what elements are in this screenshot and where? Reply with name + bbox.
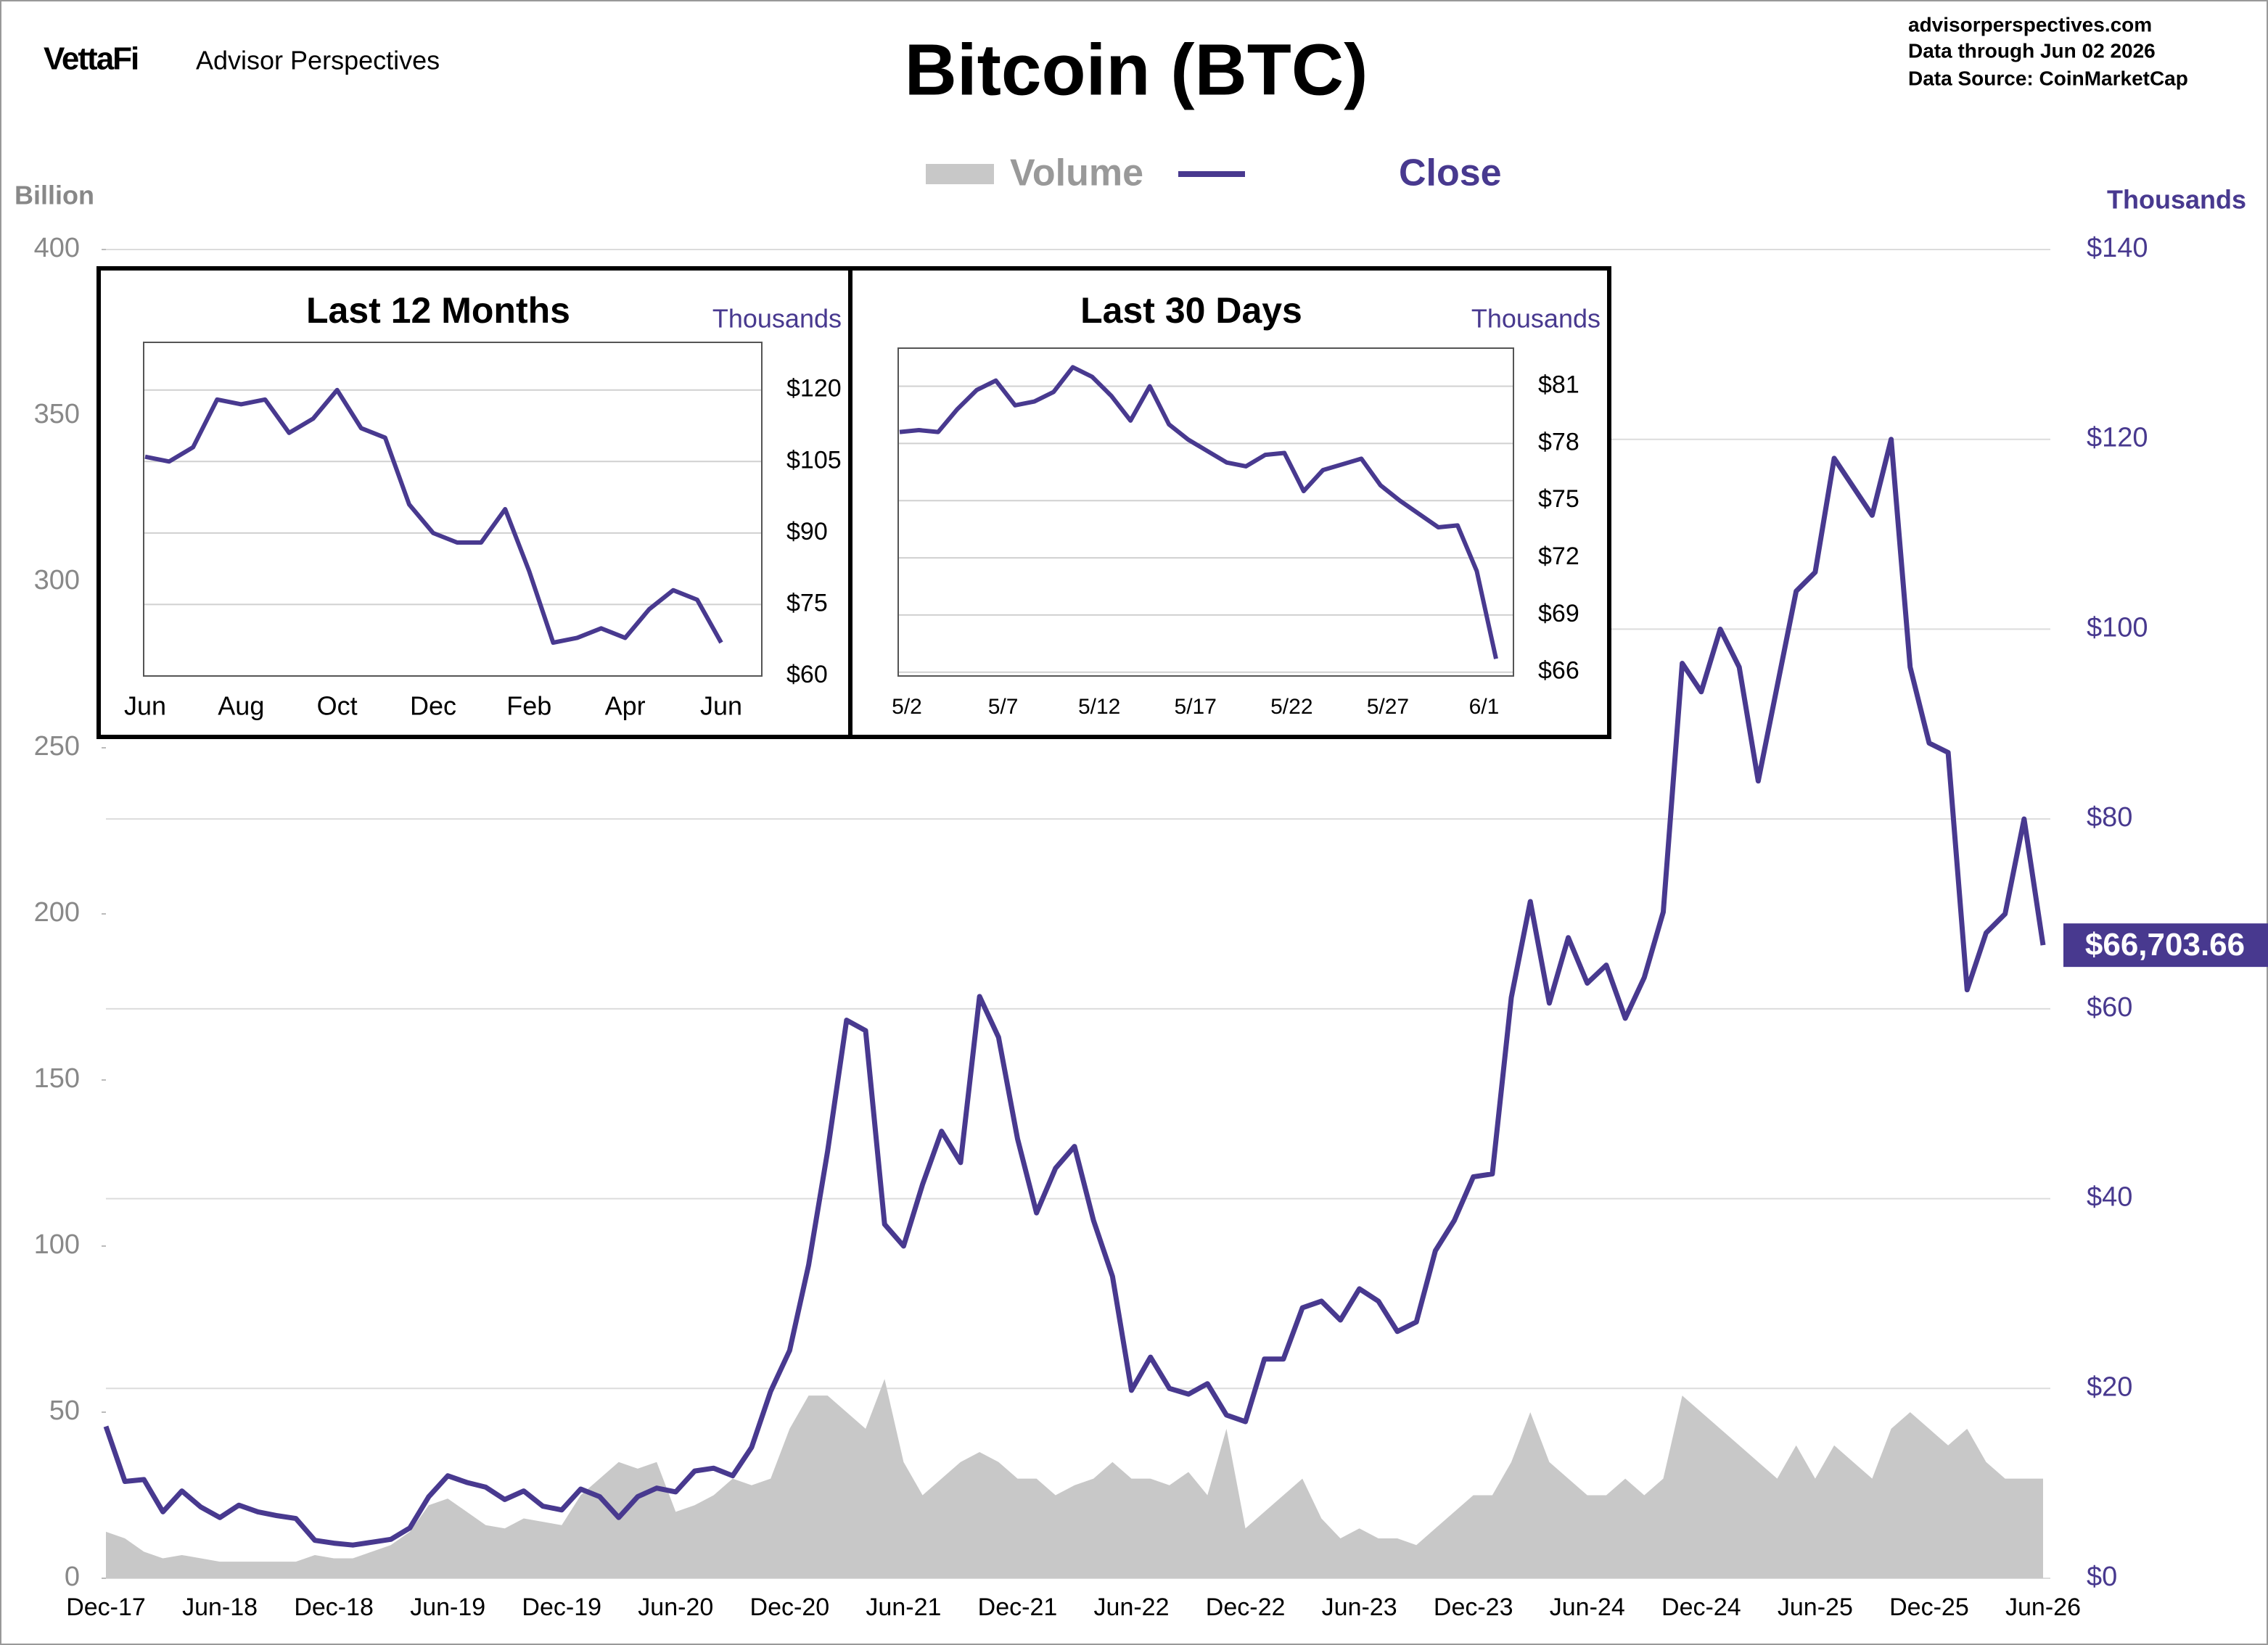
x-tick-label: 5/22 [1270,695,1312,719]
y-tick-label: $105 [786,446,842,474]
y-tick-label: 100 [34,1229,80,1260]
inset-y-label: Thousands [712,304,842,334]
x-tick-label: Aug [218,691,264,721]
source-line: Data through Jun 02 2026 [1908,39,2156,62]
y2-tick-label: $80 [2087,802,2132,833]
y-tick-label: 0 [65,1562,80,1592]
source-line: advisorperspectives.com [1908,13,2152,36]
x-tick-label: Apr [605,691,646,721]
x-tick-label: Dec-24 [1661,1594,1741,1621]
y2-tick-label: $40 [2087,1182,2132,1213]
source-line: Data Source: CoinMarketCap [1908,67,2188,89]
x-tick-label: 6/1 [1469,695,1500,719]
y2-tick-label: $100 [2087,612,2148,643]
y-tick-label: $78 [1538,428,1579,455]
x-tick-label: Jun-20 [638,1594,713,1621]
y-tick-label: 50 [49,1395,80,1426]
x-tick-label: Oct [317,691,358,721]
y-tick-label: $60 [786,661,828,688]
y-tick-label: $66 [1538,657,1579,685]
y2-tick-label: $20 [2087,1372,2132,1402]
x-tick-label: Dec-25 [1889,1594,1969,1621]
y-tick-label: $75 [786,589,828,617]
inset-line [899,365,1498,659]
inset-box [848,266,1611,739]
volume-area [106,1379,2043,1578]
x-tick-label: Jun [700,691,742,721]
end-value-box [2063,923,2268,968]
x-tick-label: Dec-19 [522,1594,601,1621]
x-tick-label: Jun-26 [2005,1594,2081,1621]
x-tick-label: Dec-17 [66,1594,146,1621]
legend-label: Volume [1010,152,1143,194]
end-value-label: $66,703.66 [2085,927,2245,962]
x-tick-label: Dec-21 [978,1594,1058,1621]
legend-swatch [926,164,994,184]
x-tick-label: Feb [506,691,551,721]
y-tick-label: 400 [34,233,80,263]
x-tick-label: 5/2 [892,695,922,719]
x-tick-label: Jun-21 [866,1594,941,1621]
y-tick-label: $72 [1538,543,1579,570]
y-tick-label: $120 [786,375,842,403]
inset-plot-frame [143,342,763,677]
x-tick-label: 5/27 [1367,695,1409,719]
x-tick-label: Jun-19 [410,1594,485,1621]
x-tick-label: Jun-23 [1322,1594,1397,1621]
y-tick-label: 300 [34,565,80,595]
y-tick-label: $69 [1538,600,1579,627]
x-tick-label: Jun-25 [1778,1594,1853,1621]
inset-title: Last 30 Days [1080,290,1302,331]
chart-title: Bitcoin (BTC) [905,29,1368,110]
inset-line [144,387,723,645]
y-tick-label: 250 [34,731,80,762]
x-tick-label: 5/17 [1175,695,1217,719]
x-tick-label: Jun [124,691,166,721]
x-tick-label: Dec-20 [750,1594,830,1621]
inset-title: Last 12 Months [306,290,570,331]
y-tick-label: $81 [1538,371,1579,399]
x-tick-label: Dec-22 [1206,1594,1286,1621]
legend-label: Close [1399,152,1502,194]
x-tick-label: 5/12 [1078,695,1120,719]
y-tick-label: 350 [34,399,80,429]
y2-tick-label: $0 [2087,1562,2117,1592]
x-tick-label: Dec-18 [294,1594,374,1621]
y-tick-label: $90 [786,518,828,545]
inset-y-label: Thousands [1471,304,1601,334]
logo: VettaFi [44,41,138,77]
y2-axis-label: Thousands [2107,185,2246,215]
x-tick-label: Dec-23 [1434,1594,1513,1621]
y-axis-label: Billion [15,181,94,210]
y-tick-label: $75 [1538,485,1579,513]
y2-tick-label: $60 [2087,992,2132,1023]
y-tick-label: 200 [34,897,80,928]
x-tick-label: Dec [410,691,456,721]
y2-tick-label: $120 [2087,423,2148,453]
x-tick-label: Jun-22 [1094,1594,1170,1621]
y-tick-label: 150 [34,1063,80,1094]
x-tick-label: 5/7 [988,695,1019,719]
inset-box [96,266,852,739]
x-tick-label: Jun-24 [1550,1594,1625,1621]
x-tick-label: Jun-18 [182,1594,258,1621]
close-line [103,437,2046,1548]
y2-tick-label: $140 [2087,233,2148,263]
brand: Advisor Perspectives [196,46,440,75]
inset-plot-frame [897,347,1514,677]
